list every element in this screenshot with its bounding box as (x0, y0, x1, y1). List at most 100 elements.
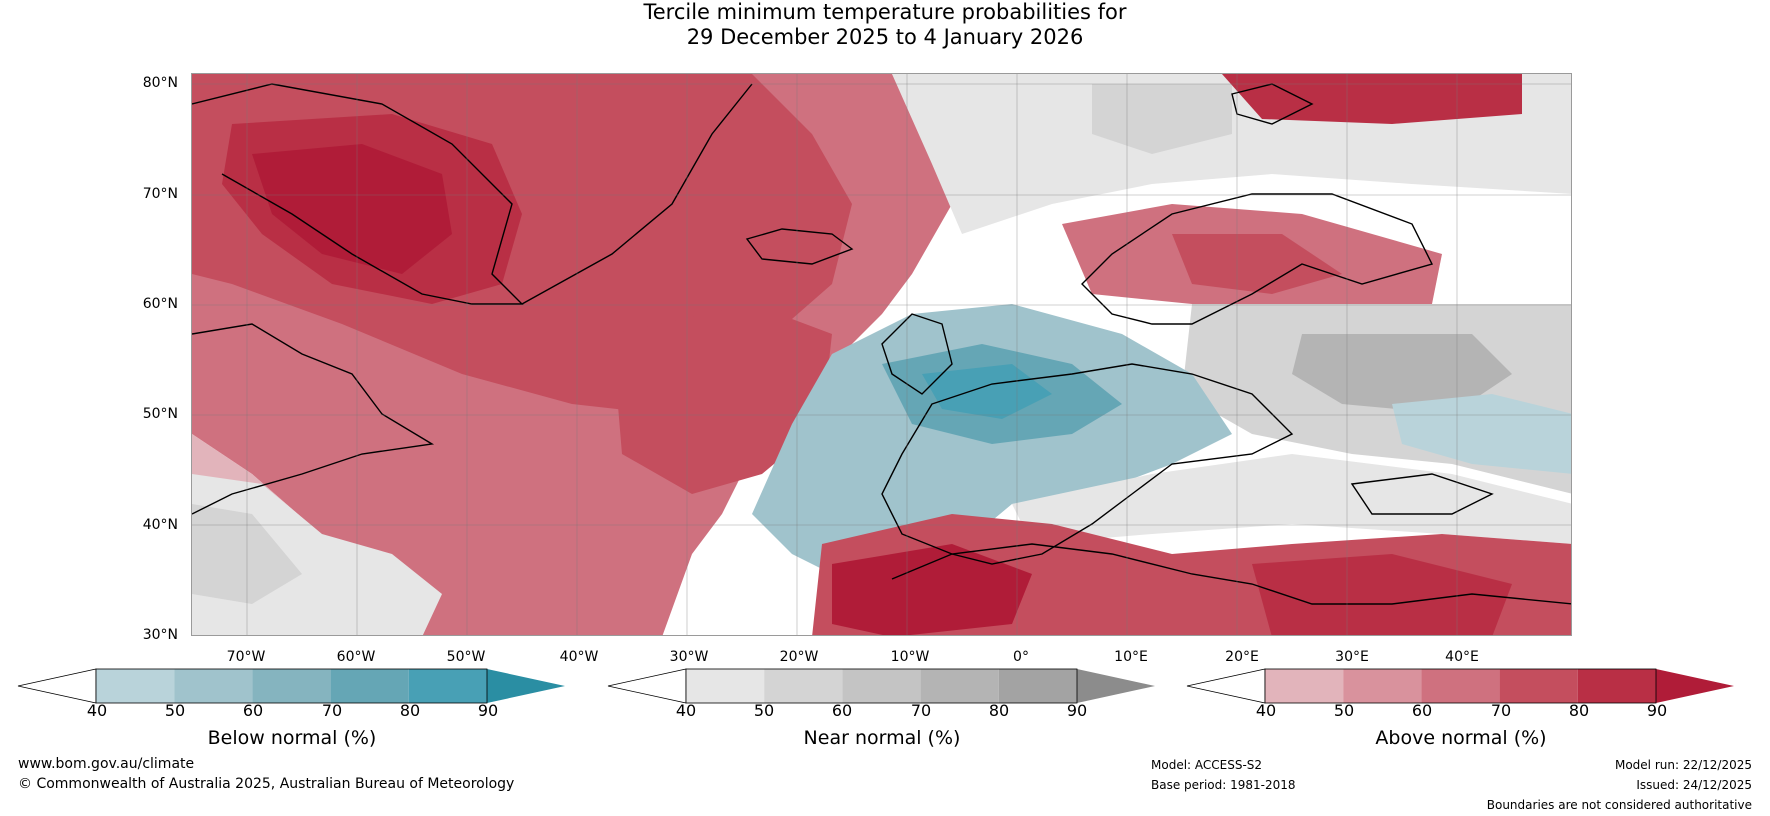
footer-model-run: Model run: 22/12/2025 (1614, 758, 1752, 772)
title-line-2: 29 December 2025 to 4 January 2026 (686, 25, 1084, 49)
colorbar-near-normal-svg (607, 668, 1155, 704)
colorbar-below-normal-label: Below normal (%) (207, 727, 377, 749)
above-normal-region-mid-atlantic (612, 304, 832, 494)
cbar-above-tick-70: 70 (1490, 701, 1512, 720)
footer-disclaimer: Boundaries are not considered authoritat… (1486, 798, 1752, 812)
cbar-above-tick-80: 80 (1568, 701, 1590, 720)
cbar-above-tick-40: 40 (1255, 701, 1277, 720)
colorbar-swatch (1421, 669, 1500, 703)
lon-label-70w: 70°W (226, 649, 266, 665)
colorbar-swatch (408, 669, 487, 703)
near-normal-region-arctic-gray (1092, 84, 1232, 154)
colorbar-below-normal-svg (17, 668, 565, 704)
cbar-below-tick-70: 70 (321, 701, 343, 720)
colorbar-above-normal-label: Above normal (%) (1375, 727, 1547, 749)
colorbar-extension-low (607, 668, 687, 704)
colorbar-near-normal-label: Near normal (%) (803, 727, 961, 749)
colorbar-near-normal (607, 668, 1156, 704)
graticule (192, 74, 1571, 635)
probability-map (191, 73, 1572, 636)
colorbar-extension-low (1186, 668, 1266, 704)
colorbar-swatch (842, 669, 921, 703)
lon-label-30w: 30°W (669, 649, 709, 665)
colorbar-above-normal (1186, 668, 1735, 704)
colorbar-extension-high (487, 669, 565, 703)
lon-label-20e: 20°E (1225, 649, 1259, 665)
above-normal-region-svalbard (1222, 74, 1522, 124)
map-title: Tercile minimum temperature probabilitie… (0, 0, 1770, 50)
coastline-canada (192, 323, 435, 515)
cbar-above-tick-90: 90 (1646, 701, 1668, 720)
title-line-1: Tercile minimum temperature probabilitie… (643, 0, 1127, 24)
colorbar-swatch (96, 669, 175, 703)
map-canvas (192, 74, 1571, 635)
colorbar-swatch (686, 669, 765, 703)
cbar-below-tick-50: 50 (164, 701, 186, 720)
colorbar-swatch (1265, 669, 1344, 703)
colorbar-swatch (174, 669, 253, 703)
lon-label-30e: 30°E (1335, 649, 1369, 665)
cbar-below-tick-80: 80 (399, 701, 421, 720)
lat-label-70n: 70°N (142, 186, 178, 202)
coastline-europe (881, 363, 1294, 565)
colorbar-extension-high (1077, 669, 1155, 703)
near-normal-region-mediterranean (1012, 454, 1571, 544)
cbar-above-tick-50: 50 (1333, 701, 1355, 720)
footer-website: www.bom.gov.au/climate (18, 756, 195, 772)
footer-copyright: © Commonwealth of Australia 2025, Austra… (18, 776, 515, 792)
colorbar-below-normal (17, 668, 566, 704)
colorbar-extension-high (1656, 669, 1734, 703)
colorbar-swatch (330, 669, 409, 703)
cbar-near-tick-70: 70 (910, 701, 932, 720)
lat-label-30n: 30°N (142, 627, 178, 643)
colorbar-above-normal-svg (1186, 668, 1734, 704)
cbar-near-tick-50: 50 (753, 701, 775, 720)
coastlines (192, 83, 1571, 605)
lon-label-60w: 60°W (336, 649, 376, 665)
lon-label-20w: 20°W (779, 649, 819, 665)
cbar-near-tick-80: 80 (988, 701, 1010, 720)
colorbar-swatch (1343, 669, 1422, 703)
colorbar-frame (95, 668, 488, 704)
cbar-below-tick-40: 40 (86, 701, 108, 720)
below-normal-region-core-dark (922, 364, 1052, 419)
lon-label-40w: 40°W (559, 649, 599, 665)
coastline-black-sea (1350, 473, 1494, 515)
above-normal-region-north-africa-core (832, 544, 1032, 635)
cbar-near-tick-90: 90 (1066, 701, 1088, 720)
lon-label-0: 0° (1013, 649, 1029, 665)
lon-label-40e: 40°E (1445, 649, 1479, 665)
lon-label-10w: 10°W (890, 649, 930, 665)
colorbar-swatch (920, 669, 999, 703)
cbar-below-tick-60: 60 (242, 701, 264, 720)
above-normal-region-middle-east-core (1252, 554, 1512, 635)
near-normal-region-west-light (192, 504, 302, 604)
lat-label-80n: 80°N (142, 75, 178, 91)
near-normal-region-east-dark (1292, 334, 1512, 414)
cbar-below-tick-90: 90 (477, 701, 499, 720)
footer-base-period: Base period: 1981-2018 (1151, 778, 1296, 792)
coastline-british-isles (881, 313, 953, 395)
above-normal-region-scandinavia-core (1172, 234, 1342, 294)
colorbar-frame (685, 668, 1078, 704)
colorbar-swatch (1577, 669, 1656, 703)
below-normal-region-east (1392, 394, 1571, 474)
lon-label-10e: 10°E (1114, 649, 1148, 665)
coastline-north-africa (891, 543, 1571, 605)
below-normal-region-europe (752, 304, 1232, 594)
lat-label-40n: 40°N (142, 517, 178, 533)
colorbar-swatch (764, 669, 843, 703)
lat-label-50n: 50°N (142, 406, 178, 422)
colorbar-swatch (252, 669, 331, 703)
coastline-scandinavia (1081, 193, 1434, 325)
coastline-greenland-east (521, 83, 753, 305)
lon-label-50w: 50°W (446, 649, 486, 665)
coastline-iceland (745, 228, 854, 265)
cbar-above-tick-60: 60 (1411, 701, 1433, 720)
colorbar-swatch (998, 669, 1077, 703)
above-normal-region-greenland-core (252, 144, 452, 274)
lat-label-60n: 60°N (142, 296, 178, 312)
cbar-near-tick-40: 40 (675, 701, 697, 720)
footer-issued: Issued: 24/12/2025 (1636, 778, 1752, 792)
coastline-svalbard (1231, 83, 1314, 125)
